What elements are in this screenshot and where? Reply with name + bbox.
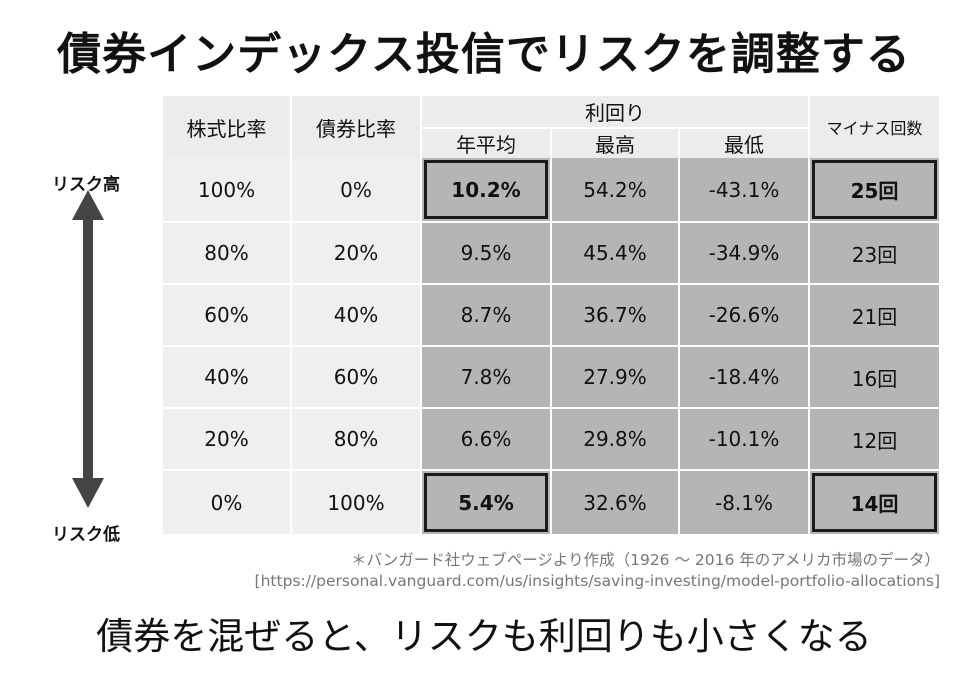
bond-ratio-cell: 40% <box>291 284 422 347</box>
annual-average-cell: 9.5% <box>421 222 552 285</box>
header-negative-count: マイナス回数 <box>809 96 939 158</box>
annual-average-cell: 8.7% <box>421 284 552 347</box>
annual-average-cell: 5.4% <box>421 470 552 534</box>
max-cell: 54.2% <box>551 158 680 223</box>
min-cell: -10.1% <box>679 408 810 471</box>
header-stock-ratio: 株式比率 <box>163 96 292 158</box>
stock-ratio-cell: 80% <box>163 222 292 285</box>
negative-count-cell: 21回 <box>809 284 939 347</box>
bond-ratio-cell: 0% <box>291 158 422 223</box>
negative-count-cell: 16回 <box>809 346 939 409</box>
negative-count-cell: 14回 <box>809 470 939 534</box>
table-row: 100% 0% 10.2% 54.2% -43.1% 25回 <box>163 158 939 223</box>
annual-average-cell: 6.6% <box>421 408 552 471</box>
negative-count-cell: 25回 <box>809 158 939 223</box>
stock-ratio-cell: 100% <box>163 158 292 223</box>
min-cell: -18.4% <box>679 346 810 409</box>
max-cell: 32.6% <box>551 470 680 534</box>
stock-ratio-cell: 20% <box>163 408 292 471</box>
risk-high-label: リスク高 <box>52 175 120 195</box>
max-cell: 27.9% <box>551 346 680 409</box>
table-row: 60% 40% 8.7% 36.7% -26.6% 21回 <box>163 284 939 347</box>
max-cell: 36.7% <box>551 284 680 347</box>
table-row: 20% 80% 6.6% 29.8% -10.1% 12回 <box>163 408 939 471</box>
double-arrow-icon <box>72 190 104 508</box>
conclusion-text: 債券を混ぜると、リスクも利回りも小さくなる <box>96 615 872 658</box>
annual-average-cell: 7.8% <box>421 346 552 409</box>
table-row: 0% 100% 5.4% 32.6% -8.1% 14回 <box>163 470 939 534</box>
source-url: [https://personal.vanguard.com/us/insigh… <box>254 572 940 590</box>
header-annual-average: 年平均 <box>421 128 552 158</box>
allocation-table: 株式比率 債券比率 利回り マイナス回数 年平均 最高 最低 100% 0% 1… <box>163 96 939 534</box>
bond-ratio-cell: 60% <box>291 346 422 409</box>
table-row: 40% 60% 7.8% 27.9% -18.4% 16回 <box>163 346 939 409</box>
negative-count-cell: 23回 <box>809 222 939 285</box>
page-title: 債券インデックス投信でリスクを調整する <box>57 29 911 80</box>
header-min: 最低 <box>679 128 810 158</box>
negative-count-cell: 12回 <box>809 408 939 471</box>
max-cell: 45.4% <box>551 222 680 285</box>
annual-average-cell: 10.2% <box>421 158 552 223</box>
header-bond-ratio: 債券比率 <box>291 96 422 158</box>
min-cell: -34.9% <box>679 222 810 285</box>
min-cell: -26.6% <box>679 284 810 347</box>
table-row: 80% 20% 9.5% 45.4% -34.9% 23回 <box>163 222 939 285</box>
source-note: ＊バンガード社ウェブページより作成（1926 〜 2016 年のアメリカ市場のデ… <box>350 551 940 569</box>
bond-ratio-cell: 20% <box>291 222 422 285</box>
stock-ratio-cell: 60% <box>163 284 292 347</box>
bond-ratio-cell: 80% <box>291 408 422 471</box>
header-max: 最高 <box>551 128 680 158</box>
max-cell: 29.8% <box>551 408 680 471</box>
stock-ratio-cell: 0% <box>163 470 292 534</box>
min-cell: -8.1% <box>679 470 810 534</box>
stock-ratio-cell: 40% <box>163 346 292 409</box>
risk-low-label: リスク低 <box>52 525 120 545</box>
bond-ratio-cell: 100% <box>291 470 422 534</box>
header-yield: 利回り <box>421 96 810 129</box>
min-cell: -43.1% <box>679 158 810 223</box>
